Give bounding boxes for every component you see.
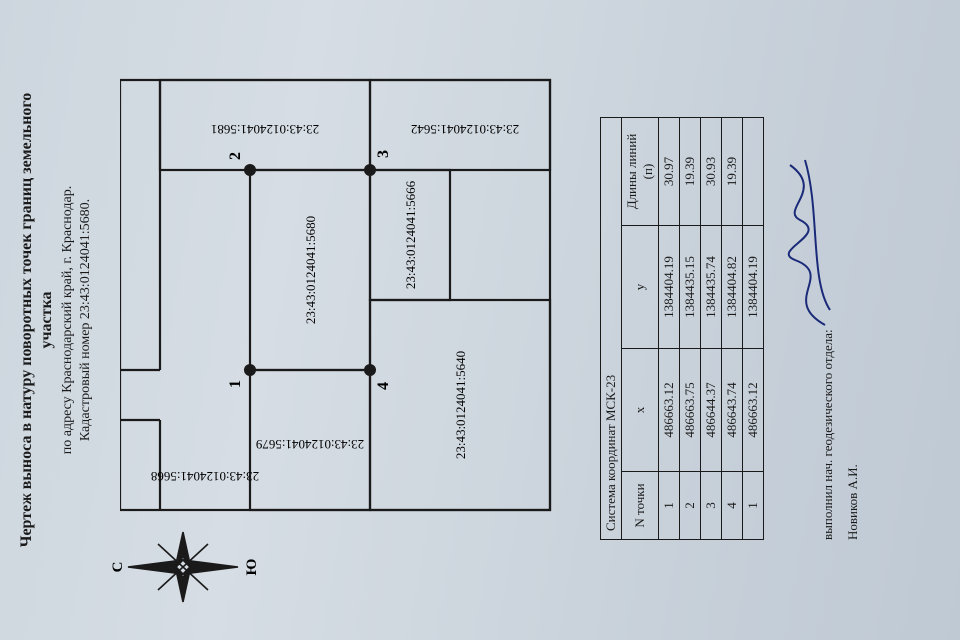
svg-text:3: 3: [375, 150, 392, 158]
executor-name: Новиков А.И.: [845, 464, 861, 540]
doc-subtitle-1: по адресу Краснодарский край, г. Краснод…: [60, 0, 76, 640]
signature-scribble-icon: [770, 150, 840, 330]
doc-title-line2: участка: [38, 0, 56, 640]
svg-text:23:43:0124041:5668: 23:43:0124041:5668: [151, 469, 259, 484]
svg-text:23:43:0124041:5680: 23:43:0124041:5680: [303, 216, 318, 324]
page-root: Чертеж выноса в натуру поворотных точек …: [0, 0, 960, 640]
document-inner: Чертеж выноса в натуру поворотных точек …: [0, 0, 960, 640]
cadastral-diagram: 1 2 3 4 23:43:0124041:5668 23:43:0124041:5679…: [120, 60, 570, 580]
svg-text:1: 1: [227, 380, 244, 388]
rotated-content: Чертеж выноса в натуру поворотных точек …: [0, 0, 960, 640]
svg-text:4: 4: [375, 382, 392, 390]
svg-text:23:43:0124041:5642: 23:43:0124041:5642: [411, 122, 519, 137]
doc-title-line1: Чертеж выноса в натуру поворотных точек …: [18, 0, 36, 640]
svg-text:23:43:0124041:5666: 23:43:0124041:5666: [403, 180, 418, 289]
coordinates-table: Система координат МСК-23N точкиxyДлины л…: [600, 117, 764, 540]
svg-text:23:43:0124041:5640: 23:43:0124041:5640: [453, 351, 468, 459]
svg-text:23:43:0124041:5679: 23:43:0124041:5679: [256, 437, 364, 452]
svg-text:23:43:0124041:5681: 23:43:0124041:5681: [211, 122, 319, 137]
doc-subtitle-2: Кадастровый номер 23:43:0124041:5680.: [78, 0, 94, 640]
svg-text:2: 2: [227, 152, 244, 160]
executor-label: выполнил нач. геодезического отдела:: [820, 329, 836, 540]
